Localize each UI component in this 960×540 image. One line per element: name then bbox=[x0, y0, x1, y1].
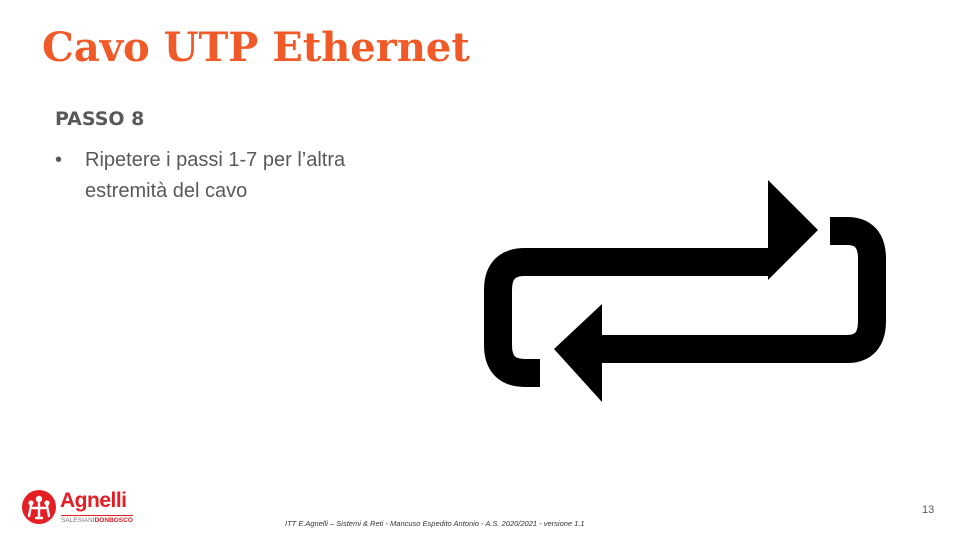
logo-subtitle-a: SALESIANI bbox=[61, 517, 95, 524]
bullet-marker: • bbox=[55, 149, 63, 171]
logo-subtitle-b: DONBOSCO bbox=[94, 517, 133, 524]
list-item: • Ripetere i passi 1-7 per l’altra estre… bbox=[55, 145, 415, 207]
agnelli-logo: Agnelli SALESIANIDONBOSCO bbox=[22, 488, 137, 528]
repeat-icon bbox=[484, 180, 886, 402]
repeat-arrowhead-left bbox=[554, 304, 602, 402]
salesiani-logo-icon bbox=[22, 490, 56, 524]
logo-subtitle: SALESIANIDONBOSCO bbox=[61, 515, 133, 525]
logo-name: Agnelli bbox=[60, 489, 127, 512]
bullet-text: Ripetere i passi 1-7 per l’altra estremi… bbox=[85, 149, 346, 202]
repeat-arrow-bottom bbox=[600, 217, 886, 363]
footer-text: ITT E.Agnelli – Sistemi & Reti - Mancuso… bbox=[285, 519, 585, 528]
bullet-list: • Ripetere i passi 1-7 per l’altra estre… bbox=[55, 145, 415, 207]
slide-title: Cavo UTP Ethernet bbox=[42, 24, 470, 71]
repeat-arrow-top bbox=[484, 248, 770, 387]
repeat-arrowhead-right bbox=[768, 180, 818, 280]
step-heading: PASSO 8 bbox=[55, 108, 145, 130]
page-number: 13 bbox=[922, 504, 935, 516]
